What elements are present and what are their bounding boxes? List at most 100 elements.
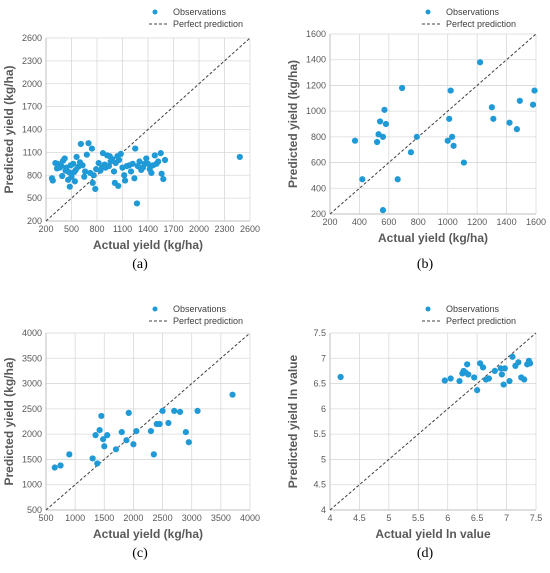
y-tick-label: 500 bbox=[27, 193, 42, 203]
observation-point bbox=[465, 371, 472, 378]
y-tick-label: 1000 bbox=[306, 106, 326, 116]
x-tick-label: 1000 bbox=[438, 217, 458, 227]
observation-point bbox=[66, 451, 73, 458]
observation-point bbox=[70, 160, 77, 167]
observation-point bbox=[156, 420, 163, 428]
observation-point bbox=[171, 407, 178, 414]
observation-point bbox=[116, 156, 123, 164]
legend-label-perfect: Perfect prediction bbox=[446, 316, 516, 326]
observation-point bbox=[236, 153, 243, 161]
observation-point bbox=[449, 133, 456, 140]
observation-point bbox=[182, 429, 189, 436]
y-tick-label: 200 bbox=[27, 216, 42, 226]
observation-point bbox=[125, 409, 132, 417]
observation-point bbox=[460, 159, 467, 166]
legend-label-perfect: Perfect prediction bbox=[446, 19, 516, 29]
observation-point bbox=[485, 375, 493, 382]
observation-point bbox=[144, 160, 152, 167]
x-tick-label: 1200 bbox=[467, 217, 487, 227]
observation-point bbox=[96, 426, 103, 434]
legend-marker-observations bbox=[425, 9, 431, 15]
observation-point bbox=[161, 156, 169, 164]
legend-marker-observations bbox=[425, 306, 431, 312]
legend-label-observations: Observations bbox=[173, 304, 227, 314]
observation-point bbox=[73, 153, 80, 161]
observation-point bbox=[464, 361, 471, 368]
legend-label-observations: Observations bbox=[173, 7, 227, 17]
observation-point bbox=[407, 149, 415, 156]
observation-point bbox=[89, 455, 96, 462]
observation-point bbox=[147, 428, 155, 435]
observation-point bbox=[498, 371, 505, 378]
observation-point bbox=[476, 59, 484, 66]
observation-point bbox=[101, 443, 108, 450]
y-tick-label: 800 bbox=[27, 170, 42, 180]
observation-point bbox=[129, 160, 136, 167]
observation-point bbox=[98, 412, 105, 420]
perfect-prediction-line bbox=[45, 332, 251, 511]
x-tick-label: 7.5 bbox=[530, 513, 543, 523]
x-tick-label: 1600 bbox=[526, 217, 546, 227]
observation-point bbox=[490, 115, 497, 122]
observation-point bbox=[474, 387, 481, 394]
observation-point bbox=[132, 145, 139, 152]
y-axis-title: Predicted yield ln value bbox=[286, 354, 300, 488]
observation-point bbox=[531, 87, 538, 94]
observation-point bbox=[159, 407, 166, 414]
observation-point bbox=[121, 172, 128, 179]
observation-point bbox=[77, 140, 84, 148]
observation-point bbox=[49, 177, 56, 184]
observation-point bbox=[176, 408, 184, 415]
y-tick-label: 1400 bbox=[306, 55, 326, 65]
observation-point bbox=[194, 407, 201, 414]
x-tick-label: 2300 bbox=[214, 224, 234, 234]
y-tick-label: 6 bbox=[321, 404, 326, 414]
observation-point bbox=[229, 391, 236, 398]
observation-point bbox=[379, 133, 387, 140]
x-tick-label: 500 bbox=[38, 513, 53, 523]
y-tick-label: 1100 bbox=[23, 147, 42, 157]
perfect-prediction-line bbox=[329, 332, 537, 511]
x-tick-label: 1700 bbox=[163, 224, 183, 234]
observation-point bbox=[115, 182, 122, 190]
x-tick-label: 1400 bbox=[138, 224, 158, 234]
y-tick-label: 2500 bbox=[22, 404, 42, 414]
observation-point bbox=[399, 84, 406, 92]
y-tick-label: 5.5 bbox=[313, 429, 326, 439]
observation-point bbox=[491, 367, 498, 375]
observation-point bbox=[444, 137, 451, 144]
observation-point bbox=[446, 115, 453, 122]
y-tick-label: 4 bbox=[321, 505, 326, 515]
y-tick-label: 7 bbox=[321, 353, 326, 363]
x-tick-label: 4.5 bbox=[353, 513, 366, 523]
observation-point bbox=[527, 360, 534, 367]
observation-point bbox=[130, 441, 137, 448]
observation-point bbox=[158, 170, 165, 177]
perfect-prediction-line bbox=[45, 37, 251, 222]
observation-point bbox=[394, 176, 401, 183]
observation-point bbox=[516, 97, 523, 104]
x-tick-label: 800 bbox=[411, 217, 426, 227]
y-tick-label: 1500 bbox=[22, 454, 42, 464]
observation-point bbox=[95, 159, 102, 167]
panel-a: 200 500 800 1100 1400 1700 2000 2300 2600 200 500 8… bbox=[2, 7, 260, 272]
observation-point bbox=[57, 462, 64, 469]
legend-label-perfect: Perfect prediction bbox=[173, 19, 243, 29]
observation-point bbox=[118, 429, 125, 436]
x-tick-label: 5.5 bbox=[412, 513, 425, 523]
observation-point bbox=[501, 365, 508, 372]
panel-caption: (b) bbox=[417, 257, 434, 272]
y-tick-label: 1700 bbox=[22, 102, 42, 112]
y-tick-label: 2000 bbox=[22, 79, 42, 89]
legend-label-perfect: Perfect prediction bbox=[173, 316, 243, 326]
observation-point bbox=[92, 185, 99, 193]
observation-point bbox=[61, 155, 68, 162]
observation-point bbox=[381, 106, 388, 113]
x-tick-label: 2000 bbox=[189, 224, 209, 234]
x-tick-label: 4000 bbox=[240, 513, 260, 523]
observation-point bbox=[513, 126, 520, 133]
panel-b: 200 400 600 800 1000 1200 1400 1600 200 400 600 800… bbox=[286, 7, 546, 272]
x-tick-label: 600 bbox=[381, 217, 396, 227]
observation-point bbox=[100, 436, 107, 443]
